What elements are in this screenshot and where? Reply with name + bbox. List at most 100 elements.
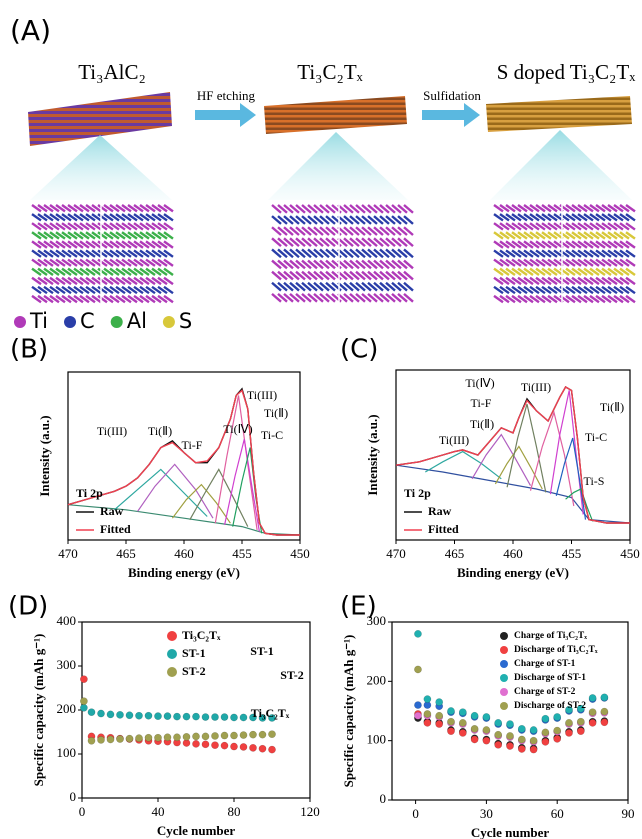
data-point [154, 734, 161, 741]
slab [264, 96, 407, 134]
data-point [471, 712, 478, 719]
data-point [249, 744, 256, 751]
panel-label: (D) [8, 592, 48, 622]
legend-label: Fitted [428, 522, 459, 536]
legend-label: Charge of ST-2 [514, 687, 576, 697]
data-point [268, 746, 275, 753]
data-point [518, 736, 525, 743]
x-tick-label: 90 [622, 806, 635, 821]
arrow [422, 103, 480, 127]
data-point [414, 666, 421, 673]
data-point [518, 745, 525, 752]
data-point [268, 731, 275, 738]
y-axis-label: Specific capacity (mAh g⁻¹) [341, 635, 356, 788]
legend-label: C [80, 309, 95, 333]
legend-swatch [167, 667, 177, 677]
legend-label: Discharge of ST-1 [514, 673, 586, 683]
x-tick-label: 450 [620, 546, 640, 561]
data-point [495, 719, 502, 726]
legend-label: Raw [428, 504, 452, 518]
annotation: ST-1 [250, 644, 274, 658]
legend-label: Ti [29, 309, 48, 333]
legend-swatch [167, 649, 177, 659]
legend-label: Fitted [100, 522, 131, 536]
x-axis-label: Cycle number [471, 825, 550, 839]
data-point [192, 713, 199, 720]
legend-dot [64, 316, 76, 328]
data-point [414, 630, 421, 637]
y-axis-label: Specific capacity (mAh g⁻¹) [31, 634, 46, 787]
data-point [230, 732, 237, 739]
data-point [459, 709, 466, 716]
data-point [126, 735, 133, 742]
x-tick-label: 460 [174, 546, 194, 561]
data-point [601, 719, 608, 726]
x-tick-label: 80 [228, 804, 241, 819]
x-tick-label: 465 [445, 546, 465, 561]
data-point [577, 728, 584, 735]
y-tick-label: 0 [380, 791, 387, 806]
data-point [211, 742, 218, 749]
data-point [459, 719, 466, 726]
data-point [542, 738, 549, 745]
series-line [425, 452, 501, 479]
x-tick-label: 460 [503, 546, 523, 561]
data-point [259, 745, 266, 752]
legend-dot [111, 316, 123, 328]
legend-label: Charge of Ti₃C₂Tₓ [514, 631, 587, 641]
data-point [447, 718, 454, 725]
series-line [531, 413, 574, 507]
data-point [471, 725, 478, 732]
data-point [126, 712, 133, 719]
data-point [107, 711, 114, 718]
data-point [164, 713, 171, 720]
x-tick-label: 30 [480, 806, 493, 821]
data-point [506, 720, 513, 727]
annotation: Ti(III) [521, 380, 551, 394]
data-point [164, 734, 171, 741]
legend-label: S [179, 309, 192, 333]
arrow [195, 103, 256, 127]
data-point [554, 727, 561, 734]
data-point [601, 694, 608, 701]
data-point [80, 676, 87, 683]
data-point [530, 746, 537, 753]
x-tick-label: 470 [386, 546, 406, 561]
data-point [459, 729, 466, 736]
data-point [565, 729, 572, 736]
data-point [183, 733, 190, 740]
annotation: Ti-S [584, 474, 605, 488]
data-point [577, 718, 584, 725]
panel-label: (A) [10, 14, 51, 47]
data-point [589, 709, 596, 716]
x-axis-label: Binding energy (eV) [128, 565, 240, 580]
data-point [554, 713, 561, 720]
data-point [230, 743, 237, 750]
data-point [135, 712, 142, 719]
x-axis-label: Cycle number [157, 823, 236, 838]
data-point [506, 742, 513, 749]
y-tick-label: 300 [57, 657, 77, 672]
data-point [211, 732, 218, 739]
series-line [472, 435, 530, 486]
data-point [436, 720, 443, 727]
legend-dot [163, 316, 175, 328]
legend-label: Al [127, 309, 147, 333]
data-point [542, 715, 549, 722]
data-point [483, 726, 490, 733]
x-axis-label: Binding energy (eV) [457, 565, 569, 580]
data-point [589, 694, 596, 701]
fan [30, 135, 172, 200]
data-point [601, 708, 608, 715]
x-tick-label: 0 [412, 806, 419, 821]
data-point [116, 735, 123, 742]
legend-label: ST-2 [182, 664, 206, 678]
annotation: Ti(Ⅱ) [470, 417, 494, 431]
data-point [202, 733, 209, 740]
annotation: Ti(Ⅳ) [465, 376, 494, 390]
data-point [506, 732, 513, 739]
data-point [145, 712, 152, 719]
annotation: Ti(III) [97, 424, 127, 438]
legend-label: Discharge of Ti₃C₂Tₓ [514, 645, 598, 655]
data-point [483, 737, 490, 744]
